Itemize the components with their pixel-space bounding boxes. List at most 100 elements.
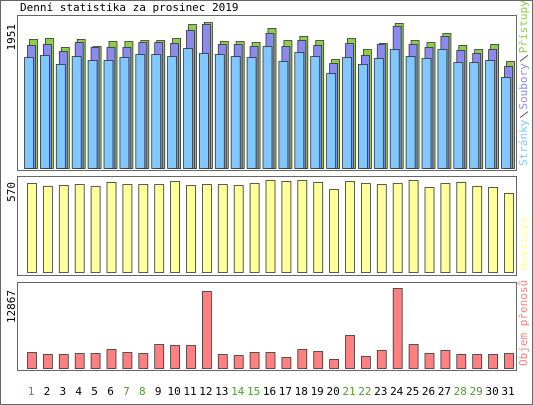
bar — [27, 183, 37, 273]
x-tick-label: 18 — [295, 385, 308, 398]
panel — [17, 282, 517, 371]
x-tick-label: 25 — [406, 385, 419, 398]
bar — [135, 54, 146, 169]
bar — [217, 184, 228, 273]
bar — [373, 58, 384, 169]
bar — [281, 181, 292, 273]
bar — [297, 180, 308, 273]
panel — [17, 176, 517, 276]
bar — [74, 184, 85, 273]
bar — [408, 180, 419, 273]
x-tick-label: 29 — [470, 385, 483, 398]
bar — [90, 186, 101, 273]
bar — [265, 180, 276, 273]
bar — [456, 182, 467, 273]
legend-label: Soubory — [517, 63, 530, 110]
bar — [453, 62, 464, 169]
bar — [440, 183, 451, 273]
x-tick-label: 4 — [75, 385, 82, 398]
bar — [472, 354, 483, 369]
legend-separator — [519, 54, 529, 62]
bar — [43, 354, 53, 369]
bar — [389, 49, 400, 169]
bar — [214, 54, 225, 169]
bar — [170, 181, 181, 273]
bar — [504, 193, 514, 273]
x-tick-label: 23 — [374, 385, 387, 398]
bar — [170, 345, 181, 369]
bar — [217, 354, 228, 369]
x-tick-label: 27 — [438, 385, 451, 398]
bar — [87, 60, 98, 169]
bar — [501, 77, 511, 169]
legend-label: Stránky — [517, 119, 530, 166]
panel — [17, 15, 517, 171]
bar — [456, 354, 467, 369]
bar — [488, 354, 499, 369]
bar — [405, 56, 416, 169]
x-tick-label: 30 — [485, 385, 498, 398]
bar — [504, 353, 514, 369]
x-tick-label: 21 — [342, 385, 355, 398]
x-tick-label: 17 — [279, 385, 292, 398]
bar — [186, 185, 196, 273]
bar — [122, 352, 133, 369]
x-tick-label: 13 — [215, 385, 228, 398]
bar — [278, 61, 289, 169]
x-tick-label: 1 — [28, 385, 35, 398]
bar — [106, 349, 117, 369]
bar — [360, 183, 371, 273]
bar — [329, 189, 340, 273]
x-tick-label: 26 — [422, 385, 435, 398]
bar — [485, 60, 496, 169]
bar — [138, 184, 149, 273]
x-tick-label: 31 — [501, 385, 514, 398]
bar — [376, 184, 387, 273]
y-tick-label: 1951 — [5, 24, 18, 51]
bar — [342, 57, 352, 169]
x-tick-label: 19 — [311, 385, 324, 398]
x-tick-label: 20 — [326, 385, 339, 398]
bar — [246, 57, 257, 169]
x-tick-label: 6 — [107, 385, 114, 398]
bar — [408, 344, 419, 369]
bar — [201, 291, 212, 369]
bar — [265, 352, 276, 369]
bar — [281, 357, 292, 369]
bar — [357, 64, 368, 169]
bar — [297, 349, 308, 369]
legend-label: Přístupy — [517, 0, 530, 53]
bar — [329, 359, 340, 369]
x-tick-label: 28 — [454, 385, 467, 398]
bar — [262, 46, 273, 169]
bar — [40, 55, 50, 169]
y-tick-label: 570 — [5, 182, 18, 202]
bar — [437, 49, 448, 169]
x-tick-label: 7 — [123, 385, 130, 398]
bar — [294, 52, 305, 169]
bar — [151, 54, 162, 169]
x-tick-label: 14 — [231, 385, 245, 398]
bar — [249, 183, 260, 273]
x-tick-label: 8 — [139, 385, 146, 398]
bar — [469, 62, 480, 169]
bar — [186, 345, 196, 369]
bar — [138, 353, 149, 369]
bar — [392, 183, 403, 273]
bar — [90, 353, 101, 369]
bar — [106, 182, 117, 273]
x-tick-label: 10 — [167, 385, 180, 398]
x-tick-label: 11 — [183, 385, 196, 398]
bar — [360, 356, 371, 369]
x-tick-label: 24 — [390, 385, 404, 398]
bar — [421, 58, 432, 169]
bar — [71, 56, 82, 169]
bar — [154, 184, 165, 273]
bar — [424, 353, 435, 369]
bar — [376, 350, 387, 369]
x-tick-label: 9 — [155, 385, 162, 398]
bar — [488, 187, 499, 273]
bar — [27, 352, 37, 369]
bar — [201, 184, 212, 273]
bar — [24, 57, 34, 169]
